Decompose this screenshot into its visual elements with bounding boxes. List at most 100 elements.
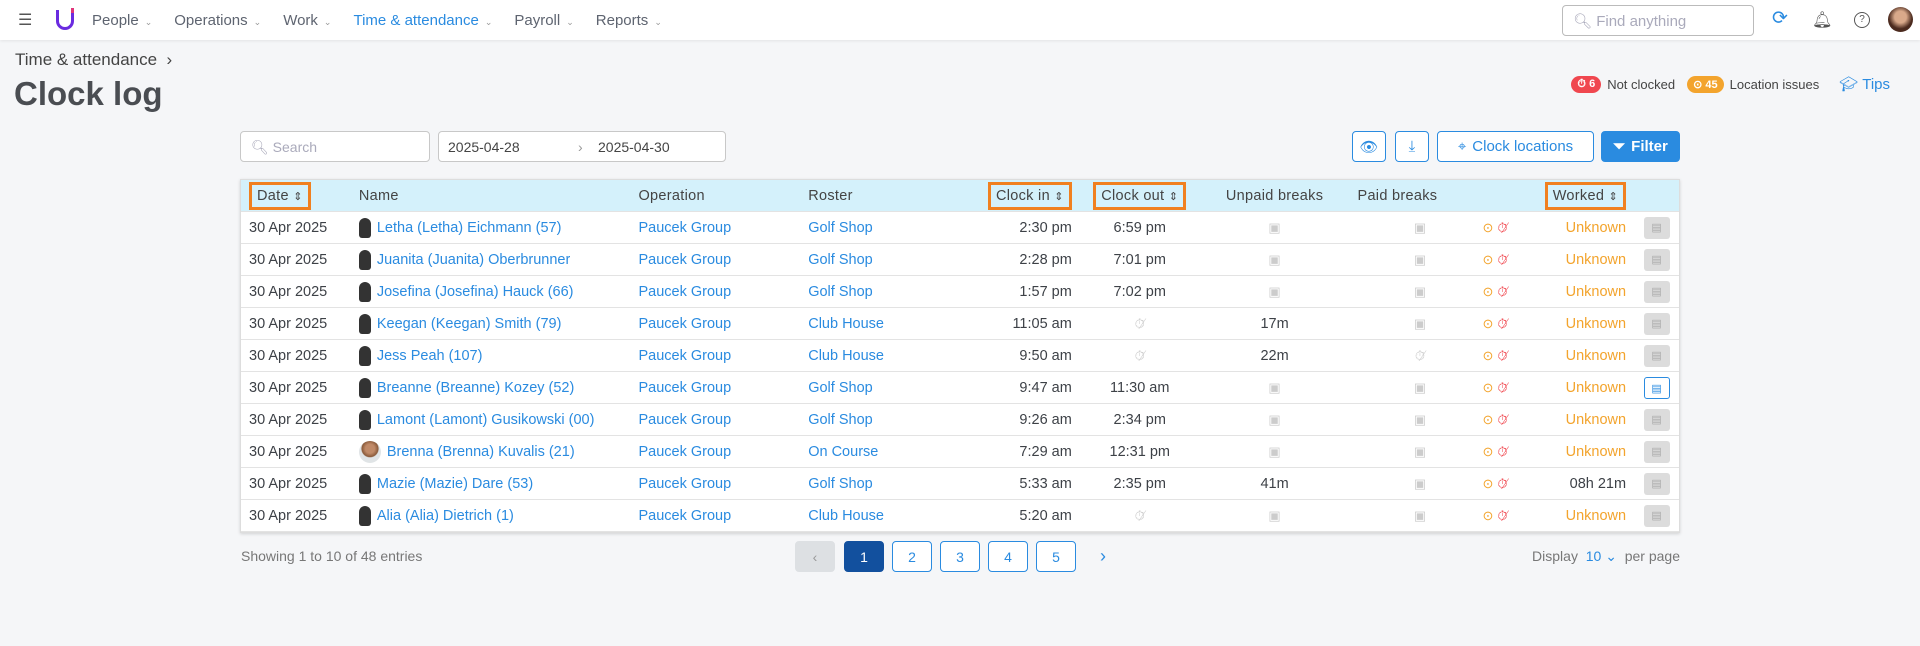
operation-link[interactable]: Paucek Group (638, 283, 732, 300)
timesheet-card-icon[interactable]: ▤ (1643, 344, 1670, 367)
next-page-button[interactable]: › (1100, 546, 1106, 566)
roster-link[interactable]: Golf Shop (808, 379, 873, 396)
table-row[interactable]: 30 Apr 2025 Keegan (Keegan) Smith (79) P… (241, 308, 1679, 340)
roster-link[interactable]: Golf Shop (808, 411, 873, 428)
date-to[interactable]: 2025-04-30 (598, 138, 670, 155)
not-clocked-icon[interactable]: ⏱̸ (1497, 251, 1508, 267)
timesheet-card-icon[interactable]: ▤ (1643, 312, 1670, 335)
employee-link[interactable]: Lamont (Lamont) Gusikowski (00) (376, 411, 595, 428)
location-warning-icon[interactable]: ⊙ (1482, 219, 1494, 235)
column-header[interactable]: Worked ⇕ (1529, 181, 1634, 210)
not-clocked-icon[interactable]: ⏱̸ (1497, 443, 1508, 459)
date-from[interactable]: 2025-04-28 (448, 138, 520, 155)
employee-link[interactable]: Mazie (Mazie) Dare (53) (376, 475, 534, 492)
table-row[interactable]: 30 Apr 2025 Mazie (Mazie) Dare (53) Pauc… (241, 468, 1679, 500)
table-row[interactable]: 30 Apr 2025 Josefina (Josefina) Hauck (6… (241, 276, 1679, 308)
column-header[interactable]: Clock out ⇕ (1080, 181, 1200, 210)
nav-item[interactable]: Operations ⌄ (174, 11, 262, 29)
roster-link[interactable]: Golf Shop (808, 283, 873, 300)
not-clocked-icon[interactable]: ⏱̸ (1497, 379, 1508, 395)
operation-link[interactable]: Paucek Group (638, 315, 732, 332)
employee-link[interactable]: Breanne (Breanne) Kozey (52) (376, 379, 575, 396)
logo[interactable] (56, 8, 74, 30)
view-button[interactable]: 👁︎ (1352, 131, 1386, 162)
employee-link[interactable]: Juanita (Juanita) Oberbrunner (376, 251, 571, 268)
table-row[interactable]: 30 Apr 2025 Brenna (Brenna) Kuvalis (21)… (241, 436, 1679, 468)
location-warning-icon[interactable]: ⊙ (1482, 507, 1494, 523)
bell-icon[interactable]: 🔔︎ (1812, 12, 1833, 29)
location-warning-icon[interactable]: ⊙ (1482, 379, 1494, 395)
timesheet-card-icon[interactable]: ▤ (1643, 408, 1670, 431)
roster-link[interactable]: Golf Shop (808, 475, 873, 492)
column-header[interactable]: Clock in ⇕ (975, 181, 1080, 210)
filter-button[interactable]: ⏷ Filter (1601, 131, 1680, 162)
not-clocked-icon[interactable]: ⏱̸ (1497, 507, 1508, 523)
operation-link[interactable]: Paucek Group (638, 443, 732, 460)
not-clocked-icon[interactable]: ⏱̸ (1497, 219, 1508, 235)
menu-icon[interactable]: ☰ (18, 12, 33, 29)
date-range-picker[interactable]: 2025-04-28 › 2025-04-30 (438, 131, 726, 162)
roster-link[interactable]: Club House (808, 347, 884, 364)
per-page-select[interactable]: 10 ⌄ (1585, 548, 1617, 564)
roster-link[interactable]: Golf Shop (808, 219, 873, 236)
table-row[interactable]: 30 Apr 2025 Alia (Alia) Dietrich (1) Pau… (241, 500, 1679, 532)
clock-locations-button[interactable]: ⌖ Clock locations (1437, 131, 1594, 162)
timesheet-card-icon[interactable]: ▤ (1643, 504, 1670, 527)
operation-link[interactable]: Paucek Group (638, 251, 732, 268)
operation-link[interactable]: Paucek Group (638, 411, 732, 428)
not-clocked-badge[interactable]: ⏱ 6 (1571, 75, 1602, 93)
location-warning-icon[interactable]: ⊙ (1482, 347, 1494, 363)
page-button[interactable]: 1 (844, 541, 884, 572)
location-warning-icon[interactable]: ⊙ (1482, 283, 1494, 299)
nav-item[interactable]: Payroll ⌄ (514, 11, 574, 29)
location-warning-icon[interactable]: ⊙ (1482, 315, 1494, 331)
page-button[interactable]: 5 (1036, 541, 1076, 572)
prev-page-button[interactable]: ‹ (795, 541, 835, 572)
download-button[interactable]: ⤓ (1395, 131, 1429, 162)
page-button[interactable]: 4 (988, 541, 1028, 572)
roster-link[interactable]: Club House (808, 507, 884, 524)
table-row[interactable]: 30 Apr 2025 Lamont (Lamont) Gusikowski (… (241, 404, 1679, 436)
table-row[interactable]: 30 Apr 2025 Juanita (Juanita) Oberbrunne… (241, 244, 1679, 276)
global-search-input[interactable]: 🔍︎ Find anything (1562, 5, 1754, 36)
roster-link[interactable]: Club House (808, 315, 884, 332)
not-clocked-icon[interactable]: ⏱̸ (1497, 283, 1508, 299)
not-clocked-icon[interactable]: ⏱̸ (1497, 411, 1508, 427)
location-issues-badge[interactable]: ⊙ 45 (1687, 75, 1724, 93)
column-header[interactable]: Date ⇕ (241, 181, 351, 210)
nav-item[interactable]: Reports ⌄ (595, 11, 662, 29)
help-icon[interactable]: ? (1854, 12, 1870, 28)
nav-item[interactable]: Work ⌄ (283, 11, 332, 29)
timesheet-card-icon[interactable]: ▤ (1643, 248, 1670, 271)
employee-link[interactable]: Alia (Alia) Dietrich (1) (376, 507, 514, 524)
roster-link[interactable]: On Course (808, 443, 879, 460)
not-clocked-icon[interactable]: ⏱̸ (1497, 475, 1508, 491)
table-row[interactable]: 30 Apr 2025 Breanne (Breanne) Kozey (52)… (241, 372, 1679, 404)
not-clocked-icon[interactable]: ⏱̸ (1497, 347, 1508, 363)
operation-link[interactable]: Paucek Group (638, 347, 732, 364)
operation-link[interactable]: Paucek Group (638, 219, 732, 236)
timesheet-card-icon[interactable]: ▤ (1643, 216, 1670, 239)
tips-link[interactable]: 🎓︎ Tips (1839, 76, 1890, 93)
employee-link[interactable]: Brenna (Brenna) Kuvalis (21) (386, 443, 575, 460)
employee-link[interactable]: Josefina (Josefina) Hauck (66) (376, 283, 574, 300)
location-warning-icon[interactable]: ⊙ (1482, 475, 1494, 491)
table-row[interactable]: 30 Apr 2025 Letha (Letha) Eichmann (57) … (241, 212, 1679, 244)
user-avatar[interactable] (1888, 7, 1913, 32)
employee-link[interactable]: Letha (Letha) Eichmann (57) (376, 219, 562, 236)
employee-link[interactable]: Keegan (Keegan) Smith (79) (376, 315, 562, 332)
search-input[interactable]: 🔍︎ Search (240, 131, 430, 162)
timesheet-card-icon[interactable]: ▤ (1643, 376, 1670, 399)
timesheet-card-icon[interactable]: ▤ (1643, 440, 1670, 463)
roster-link[interactable]: Golf Shop (808, 251, 873, 268)
sync-icon[interactable]: ⟳ (1772, 8, 1788, 29)
not-clocked-icon[interactable]: ⏱̸ (1497, 315, 1508, 331)
table-row[interactable]: 30 Apr 2025 Jess Peah (107) Paucek Group… (241, 340, 1679, 372)
location-warning-icon[interactable]: ⊙ (1482, 251, 1494, 267)
timesheet-card-icon[interactable]: ▤ (1643, 472, 1670, 495)
operation-link[interactable]: Paucek Group (638, 507, 732, 524)
timesheet-card-icon[interactable]: ▤ (1643, 280, 1670, 303)
nav-item[interactable]: People ⌄ (92, 11, 153, 29)
employee-link[interactable]: Jess Peah (107) (376, 347, 483, 364)
operation-link[interactable]: Paucek Group (638, 379, 732, 396)
